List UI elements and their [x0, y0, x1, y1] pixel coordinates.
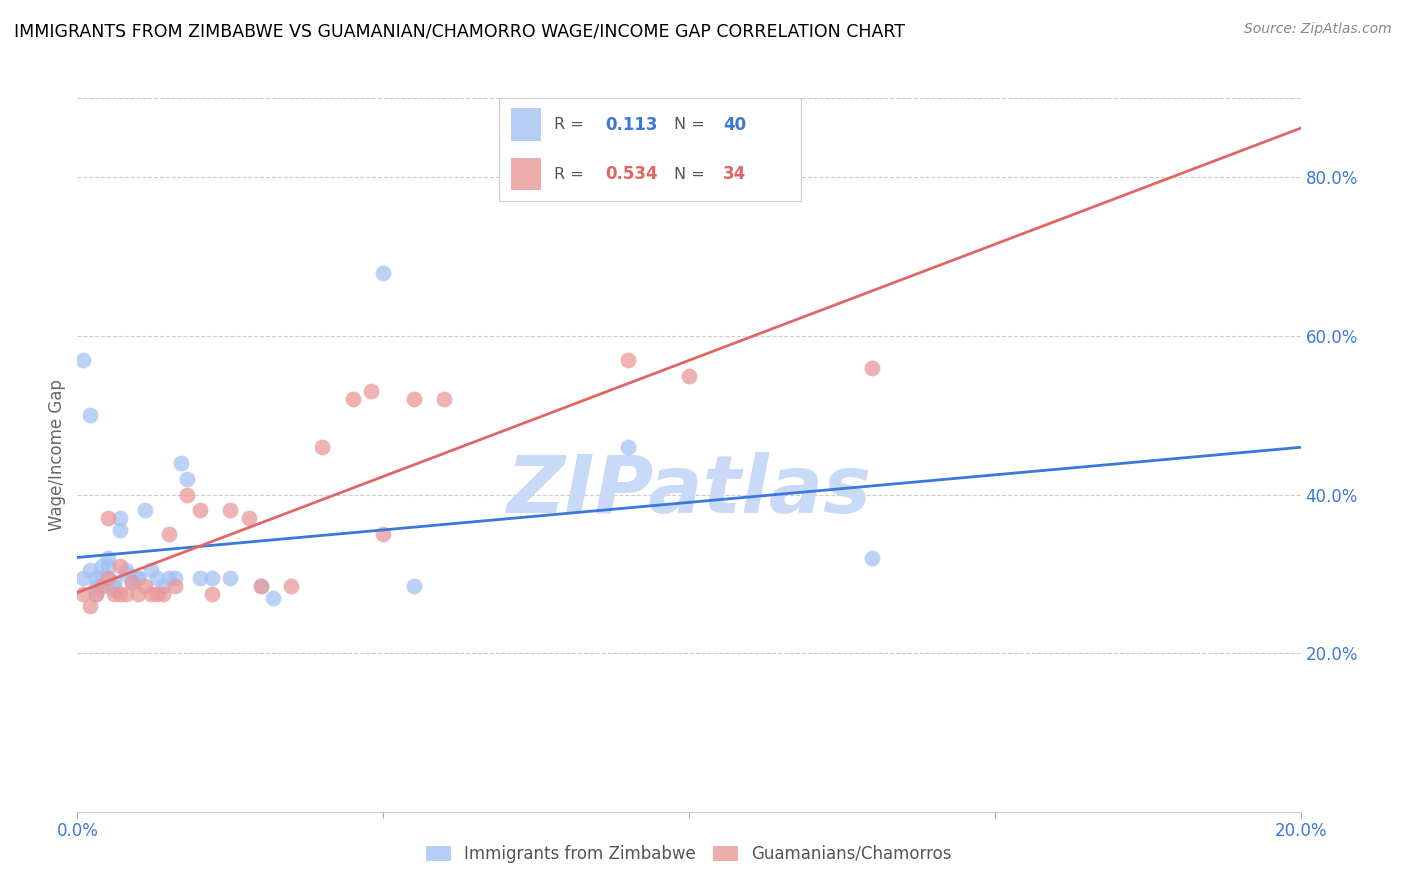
Point: [188, 503, 211, 517]
Point: [108, 523, 131, 537]
Point: [165, 579, 187, 593]
Point: [115, 587, 138, 601]
Point: [402, 579, 425, 593]
Point: [176, 472, 198, 486]
Bar: [512, 108, 541, 141]
Point: [84, 587, 107, 601]
Point: [127, 571, 149, 585]
Text: ZIPatlas: ZIPatlas: [506, 451, 872, 530]
Point: [84, 579, 107, 593]
Point: [97, 511, 120, 525]
Point: [250, 579, 273, 593]
Point: [152, 587, 174, 601]
Point: [360, 384, 382, 399]
Point: [108, 511, 131, 525]
Text: Source: ZipAtlas.com: Source: ZipAtlas.com: [1244, 22, 1392, 37]
Point: [219, 571, 242, 585]
Point: [862, 360, 884, 375]
Point: [152, 579, 174, 593]
Bar: [512, 158, 541, 190]
Point: [157, 571, 180, 585]
Point: [157, 527, 180, 541]
Point: [97, 571, 120, 585]
Point: [121, 574, 143, 589]
Text: 0.113: 0.113: [605, 116, 658, 134]
Point: [97, 551, 120, 566]
Point: [280, 579, 302, 593]
Point: [176, 487, 198, 501]
Point: [201, 587, 224, 601]
Text: R =: R =: [554, 167, 583, 182]
Point: [90, 558, 112, 573]
Point: [90, 571, 112, 585]
Point: [170, 456, 193, 470]
Point: [678, 368, 700, 383]
Point: [127, 571, 149, 585]
Point: [90, 579, 112, 593]
Text: 34: 34: [723, 165, 747, 183]
Point: [97, 558, 120, 573]
Point: [617, 440, 640, 454]
Point: [115, 563, 138, 577]
Point: [402, 392, 425, 407]
Point: [219, 503, 242, 517]
Text: 40: 40: [723, 116, 747, 134]
Point: [97, 571, 120, 585]
Point: [862, 551, 884, 566]
Point: [262, 591, 284, 605]
Point: [146, 571, 169, 585]
Point: [433, 392, 456, 407]
Point: [72, 587, 94, 601]
Point: [165, 571, 187, 585]
Point: [108, 558, 131, 573]
Point: [134, 579, 156, 593]
Point: [250, 579, 273, 593]
Point: [79, 563, 101, 577]
Point: [127, 587, 149, 601]
Text: N =: N =: [675, 167, 706, 182]
Point: [72, 571, 94, 585]
Point: [103, 574, 125, 589]
Point: [342, 392, 364, 407]
Text: N =: N =: [675, 117, 706, 132]
Point: [103, 579, 125, 593]
Point: [139, 563, 162, 577]
Point: [90, 579, 112, 593]
Point: [146, 587, 169, 601]
Point: [115, 566, 138, 581]
Point: [371, 266, 394, 280]
Point: [134, 503, 156, 517]
Point: [79, 599, 101, 613]
Point: [84, 571, 107, 585]
Point: [84, 587, 107, 601]
Point: [188, 571, 211, 585]
Point: [617, 352, 640, 367]
Point: [201, 571, 224, 585]
Text: 0.534: 0.534: [605, 165, 658, 183]
Y-axis label: Wage/Income Gap: Wage/Income Gap: [48, 379, 66, 531]
Point: [103, 587, 125, 601]
Point: [121, 574, 143, 589]
Point: [108, 587, 131, 601]
Point: [311, 440, 333, 454]
Legend: Immigrants from Zimbabwe, Guamanians/Chamorros: Immigrants from Zimbabwe, Guamanians/Cha…: [418, 837, 960, 871]
Text: IMMIGRANTS FROM ZIMBABWE VS GUAMANIAN/CHAMORRO WAGE/INCOME GAP CORRELATION CHART: IMMIGRANTS FROM ZIMBABWE VS GUAMANIAN/CH…: [14, 22, 905, 40]
Point: [103, 582, 125, 597]
Point: [139, 587, 162, 601]
Point: [72, 352, 94, 367]
Point: [238, 511, 260, 525]
Text: R =: R =: [554, 117, 583, 132]
Point: [79, 409, 101, 423]
Point: [371, 527, 394, 541]
